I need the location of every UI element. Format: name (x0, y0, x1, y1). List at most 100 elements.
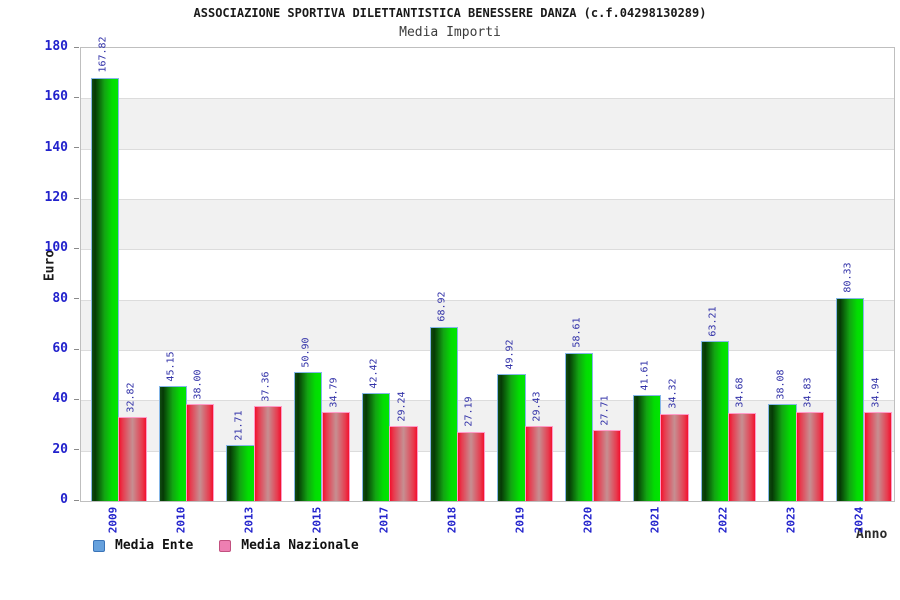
y-tick-label: 60 (52, 341, 68, 356)
y-tick-mark (74, 298, 79, 300)
bar-media-nazionale-2018 (457, 431, 486, 501)
bar-media-ente-2013 (226, 445, 255, 501)
grid-band (81, 48, 894, 99)
bar-media-nazionale-2009 (118, 417, 147, 501)
gridline (81, 400, 894, 402)
bar-media-nazionale-2013 (253, 405, 283, 501)
y-tick-label: 100 (44, 240, 68, 256)
bar-media-ente-2017 (361, 393, 391, 501)
x-category-label: 2020 (581, 507, 595, 534)
bar-value-label: 45.15 (165, 351, 177, 382)
bar-value-label: 27.71 (599, 395, 611, 426)
legend-item-media-ente: Media Ente (93, 538, 193, 553)
y-tick-label: 20 (52, 441, 68, 457)
gridline (81, 450, 894, 452)
bar-value-label: 58.61 (571, 317, 583, 348)
y-tick-mark (74, 398, 79, 400)
x-category-label: 2009 (106, 507, 120, 534)
y-tick-mark (74, 96, 79, 98)
bar-media-ente-2021 (632, 395, 662, 501)
bar-media-nazionale-2019 (524, 425, 554, 501)
bar-media-ente-2009 (90, 77, 120, 501)
y-tick-mark (74, 499, 79, 501)
grid-band (81, 199, 894, 250)
legend-label-media-nazionale: Media Nazionale (241, 538, 359, 553)
bar-media-ente-2010 (158, 386, 187, 501)
legend-swatch-media-nazionale (219, 539, 232, 552)
bar-value-label: 80.33 (842, 262, 854, 294)
y-tick-label: 80 (52, 290, 68, 306)
bar-value-label: 34.79 (328, 377, 340, 408)
y-tick-mark (74, 247, 79, 249)
bar-media-ente-2020 (565, 352, 594, 501)
x-category-label: 2023 (784, 507, 798, 534)
bar-value-label: 21.71 (233, 410, 245, 441)
x-category-label: 2018 (445, 507, 459, 534)
grid-band (81, 148, 894, 199)
plot-area (80, 47, 895, 502)
bar-media-nazionale-2010 (186, 404, 215, 501)
y-tick-label: 120 (44, 190, 68, 205)
x-category-label: 2015 (310, 507, 324, 534)
y-tick-label: 0 (60, 492, 68, 507)
bar-value-label: 42.42 (368, 358, 380, 389)
x-axis-title: Anno (856, 527, 888, 542)
bar-media-ente-2023 (768, 404, 797, 501)
grid-band (81, 350, 894, 401)
bar-value-label: 29.24 (395, 391, 407, 422)
bar-value-label: 37.36 (260, 371, 272, 402)
x-category-label: 2013 (242, 507, 256, 534)
x-category-label: 2017 (377, 507, 391, 534)
bar-value-label: 34.32 (666, 378, 678, 409)
y-tick-mark (74, 449, 79, 451)
bar-media-ente-2015 (294, 371, 323, 501)
bar-value-label: 63.21 (707, 305, 719, 337)
bar-media-nazionale-2023 (795, 412, 825, 501)
bar-value-label: 34.94 (870, 377, 882, 408)
bar-media-ente-2019 (497, 374, 526, 501)
legend-swatch-media-ente (93, 539, 105, 552)
y-tick-label: 40 (52, 391, 68, 407)
y-tick-label: 180 (44, 39, 68, 54)
grid-band (81, 249, 894, 300)
legend-label-media-ente: Media Ente (115, 538, 194, 553)
grid-band (81, 299, 894, 350)
bar-value-label: 27.19 (463, 396, 475, 427)
bar-value-label: 34.68 (734, 377, 746, 408)
bar-value-label: 167.82 (97, 36, 109, 73)
bar-value-label: 34.83 (802, 377, 814, 408)
bar-media-nazionale-2021 (660, 413, 689, 501)
gridline (81, 249, 894, 251)
grid-band (81, 98, 894, 149)
y-tick-mark (74, 348, 79, 350)
gridline (81, 199, 894, 200)
bar-media-ente-2022 (700, 340, 729, 501)
bar-value-label: 32.82 (124, 382, 136, 413)
gridline (81, 98, 894, 100)
bar-media-ente-2024 (836, 297, 865, 501)
bar-value-label: 29.43 (531, 391, 543, 422)
bar-value-label: 38.00 (192, 369, 204, 400)
gridline (81, 299, 894, 301)
bar-value-label: 41.61 (639, 360, 651, 391)
bar-media-nazionale-2017 (389, 426, 418, 501)
legend-item-media-nazionale: Media Nazionale (219, 538, 359, 553)
bar-media-nazionale-2024 (863, 412, 892, 501)
bar-media-nazionale-2020 (592, 430, 621, 501)
bar-value-label: 68.92 (436, 291, 448, 322)
bar-media-ente-2018 (429, 326, 458, 501)
bar-value-label: 38.08 (775, 369, 787, 400)
gridline (81, 350, 894, 351)
y-tick-mark (74, 197, 79, 199)
x-category-label: 2022 (716, 507, 730, 534)
x-category-label: 2024 (852, 507, 866, 534)
grid-band (81, 400, 894, 451)
x-category-label: 2021 (648, 507, 662, 534)
bar-media-nazionale-2022 (728, 412, 757, 501)
chart-subtitle: Media Importi (399, 25, 501, 40)
y-tick-label: 160 (44, 89, 68, 105)
grid-band (81, 450, 894, 501)
x-category-label: 2010 (174, 507, 188, 534)
legend: Media Ente Media Nazionale (93, 538, 359, 553)
